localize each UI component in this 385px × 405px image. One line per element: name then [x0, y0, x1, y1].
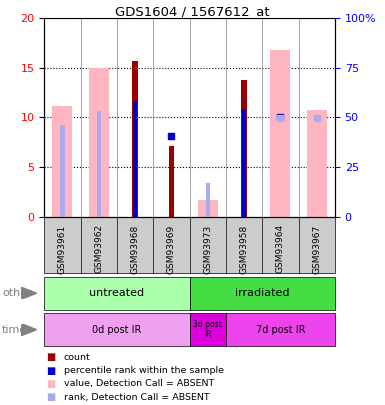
Bar: [198, 200, 218, 217]
Polygon shape: [21, 324, 37, 336]
Bar: [270, 50, 290, 217]
Text: other: other: [2, 288, 32, 298]
Polygon shape: [21, 287, 37, 299]
Text: ■: ■: [46, 379, 55, 389]
Bar: [89, 68, 109, 217]
Bar: [97, 111, 101, 217]
Text: rank, Detection Call = ABSENT: rank, Detection Call = ABSENT: [64, 393, 209, 402]
Text: time: time: [2, 325, 27, 335]
Text: ■: ■: [46, 352, 55, 362]
Bar: [241, 80, 247, 217]
Text: 0d post IR: 0d post IR: [92, 325, 142, 335]
Bar: [132, 61, 138, 217]
Text: 7d post IR: 7d post IR: [256, 325, 305, 335]
Bar: [133, 102, 137, 217]
Bar: [60, 126, 65, 217]
Bar: [169, 146, 174, 217]
Text: ■: ■: [46, 392, 55, 402]
Text: irradiated: irradiated: [235, 288, 290, 298]
Text: value, Detection Call = ABSENT: value, Detection Call = ABSENT: [64, 379, 214, 388]
Text: untreated: untreated: [89, 288, 144, 298]
Bar: [307, 109, 327, 217]
Bar: [206, 183, 210, 217]
Bar: [242, 109, 246, 217]
Text: percentile rank within the sample: percentile rank within the sample: [64, 366, 224, 375]
Text: GDS1604 / 1567612_at: GDS1604 / 1567612_at: [115, 5, 270, 18]
Text: 3d post
IR: 3d post IR: [193, 320, 222, 339]
Text: ■: ■: [46, 366, 55, 375]
Text: count: count: [64, 353, 90, 362]
Bar: [52, 106, 72, 217]
